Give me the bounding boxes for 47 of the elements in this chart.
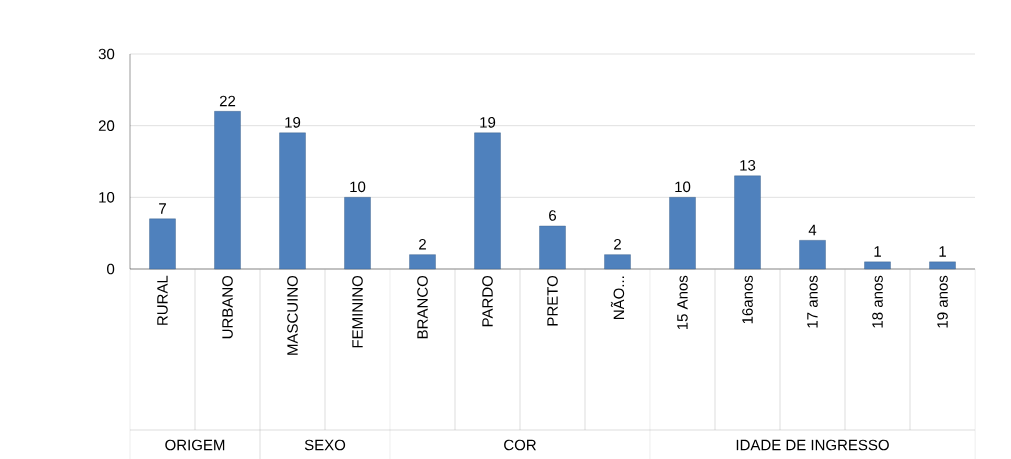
y-tick-label: 30 bbox=[98, 48, 115, 60]
bar bbox=[474, 132, 501, 270]
x-tick-label: URBANO bbox=[222, 275, 233, 339]
data-label: 19 bbox=[285, 117, 301, 128]
data-label: 4 bbox=[808, 224, 817, 236]
x-tick-label: PARDO bbox=[482, 275, 493, 327]
data-label: 19 bbox=[480, 117, 496, 128]
x-tick-label: 18 anos bbox=[872, 275, 883, 328]
bar bbox=[604, 254, 631, 270]
bar bbox=[539, 225, 566, 270]
y-tick-label: 10 bbox=[99, 192, 115, 203]
data-label: 22 bbox=[219, 95, 236, 107]
y-tick-label: 0 bbox=[107, 263, 115, 275]
text: COR bbox=[504, 439, 536, 451]
data-label: 13 bbox=[740, 160, 756, 171]
bar bbox=[669, 197, 696, 270]
x-tick-label: RURAL bbox=[157, 275, 168, 325]
data-label: 7 bbox=[159, 203, 166, 214]
data-label: 1 bbox=[939, 246, 946, 257]
text: SEXO bbox=[304, 439, 346, 451]
data-label: 10 bbox=[350, 181, 366, 193]
x-tick-label: BRANCO bbox=[417, 275, 428, 339]
data-label: 1 bbox=[874, 246, 881, 257]
bar bbox=[799, 240, 826, 270]
bar bbox=[864, 261, 891, 270]
bar bbox=[929, 261, 956, 270]
bar bbox=[279, 132, 306, 270]
x-tick-label: 16anos bbox=[742, 275, 753, 324]
y-tick-label: 20 bbox=[98, 120, 115, 131]
data-label: 10 bbox=[675, 181, 691, 193]
data-label: 6 bbox=[549, 210, 557, 221]
bar bbox=[734, 175, 761, 270]
x-tick-label: 15 Anos bbox=[677, 275, 688, 330]
bar bbox=[409, 254, 436, 270]
text: ORIGEM bbox=[165, 439, 225, 451]
text: IDADE DE INGRESSO bbox=[736, 439, 889, 451]
bar bbox=[149, 218, 176, 270]
data-label: 2 bbox=[614, 238, 621, 250]
data-label: 2 bbox=[419, 238, 426, 250]
x-tick-label: MASCUINO bbox=[287, 275, 298, 355]
x-tick-label: 19 anos bbox=[937, 275, 948, 328]
bar bbox=[344, 197, 371, 270]
x-tick-label: 17 anos bbox=[807, 275, 818, 328]
bar bbox=[214, 111, 241, 270]
x-tick-label: PRETO bbox=[547, 275, 558, 326]
x-tick-label: FEMININO bbox=[352, 275, 363, 348]
x-tick-label: NÃO... bbox=[610, 276, 625, 319]
